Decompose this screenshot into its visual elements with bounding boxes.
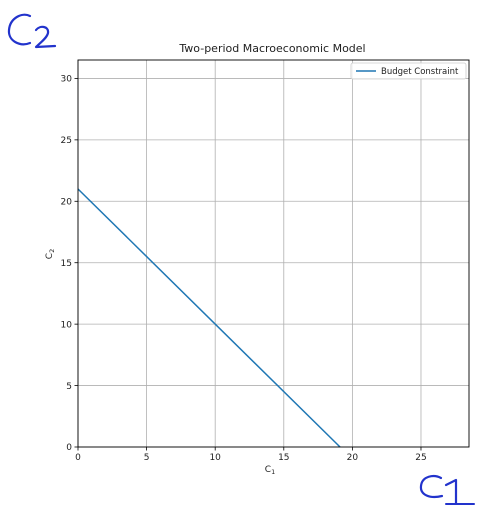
x-axis-label-main: C	[265, 465, 271, 475]
grid	[77, 60, 469, 448]
handwritten-c-stroke-top	[7, 13, 32, 46]
series-layer	[77, 188, 341, 448]
series-line-budget-constraint	[77, 188, 341, 448]
y-tick-label: 10	[61, 320, 73, 330]
handwritten-c1-annotation	[419, 475, 475, 505]
handwritten-2-stroke	[34, 25, 57, 49]
y-ticks: 0 5 10 15 20 25 30	[61, 75, 78, 453]
handwritten-1-stroke	[444, 478, 458, 505]
x-tick-label: 20	[347, 453, 359, 463]
x-tick-label: 10	[209, 453, 221, 463]
y-tick-label: 0	[66, 443, 72, 453]
y-tick-label: 25	[61, 136, 72, 146]
handwritten-c-stroke-bottom	[419, 475, 444, 499]
handwritten-c2-annotation	[7, 13, 57, 49]
x-ticks: 0 5 10 15 20 25	[75, 447, 427, 463]
y-axis-label-main: C	[45, 253, 55, 259]
y-tick-label: 5	[66, 382, 72, 392]
x-axis-label-sub: 1	[271, 468, 275, 476]
y-tick-label: 20	[61, 197, 73, 207]
x-tick-label: 15	[278, 453, 289, 463]
x-tick-label: 25	[415, 453, 426, 463]
legend-label-budget-constraint: Budget Constraint	[381, 67, 459, 77]
legend-box	[350, 62, 467, 80]
y-axis-label-sub: 2	[48, 249, 56, 253]
y-axis-label: C2	[45, 249, 56, 259]
x-axis-label: C1	[265, 465, 275, 476]
x-tick-label: 5	[144, 453, 150, 463]
y-tick-label: 15	[61, 259, 72, 269]
x-tick-label: 0	[75, 453, 81, 463]
legend: Budget Constraint	[350, 62, 467, 80]
plot-frame	[77, 59, 470, 448]
y-tick-label: 30	[61, 75, 73, 85]
chart-title: Two-period Macroeconomic Model	[178, 42, 365, 55]
